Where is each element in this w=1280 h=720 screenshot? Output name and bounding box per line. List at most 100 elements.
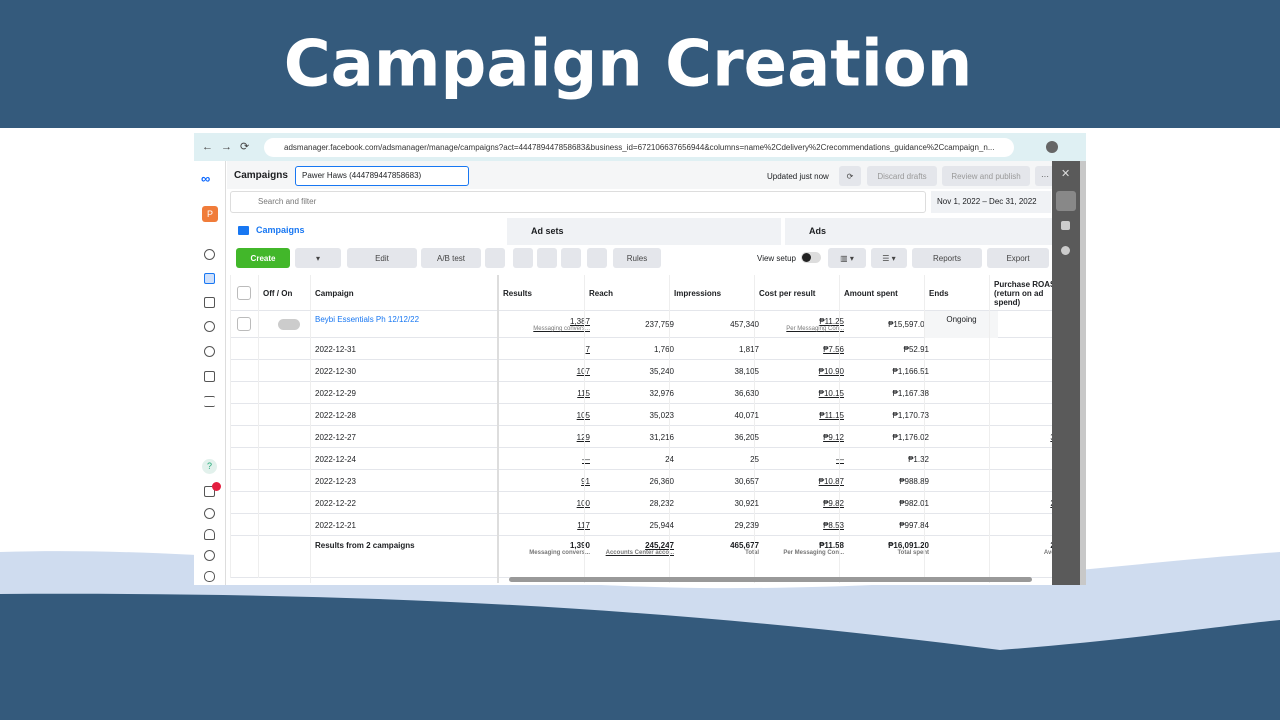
tool-button[interactable]: [561, 248, 581, 268]
cell-text: Ends: [929, 288, 949, 298]
address-bar[interactable]: adsmanager.facebook.com/adsmanager/manag…: [264, 138, 1014, 157]
close-button[interactable]: ✕: [1061, 168, 1071, 180]
tab[interactable]: Campaigns: [230, 218, 503, 245]
date-cell: 2022-12-23: [310, 470, 506, 492]
cell-text: Amount spent: [844, 288, 898, 298]
cell-text: ₱1.32: [908, 454, 929, 464]
account-avatar[interactable]: P: [202, 206, 218, 222]
view-setup-toggle[interactable]: [801, 252, 821, 263]
checkbox[interactable]: [237, 286, 251, 300]
publish-button[interactable]: Review and publish: [942, 166, 1030, 186]
nav-icon[interactable]: [204, 396, 215, 407]
table-cell: 1,817: [669, 338, 763, 360]
breakdown-button[interactable]: ☰ ▾: [871, 248, 907, 268]
nav-icon[interactable]: [204, 346, 215, 357]
date-cell: 2022-12-21: [310, 514, 506, 536]
nav-icon[interactable]: [204, 371, 215, 382]
ab-test-button[interactable]: A/B test: [421, 248, 481, 268]
tab[interactable]: Ads: [785, 218, 1052, 245]
tool-button[interactable]: [485, 248, 505, 268]
nav-buttons[interactable]: ←→⟳: [202, 141, 258, 153]
cell-text: Beybi Essentials Ph 12/12/22: [315, 315, 420, 324]
screenshot: ←→⟳ adsmanager.facebook.com/adsmanager/m…: [194, 133, 1086, 585]
duplicate-button[interactable]: ▾: [295, 248, 341, 268]
top-bar: Campaigns Pawer Haws (444789447858683) U…: [227, 161, 1055, 189]
edit-button[interactable]: Edit: [347, 248, 417, 268]
cell-note: Total spent: [897, 550, 929, 556]
cell-text: 30,657: [734, 476, 759, 486]
nav-icon[interactable]: [204, 321, 215, 332]
toggle[interactable]: [278, 319, 300, 330]
cell-note: Per Messaging Con...: [786, 326, 844, 332]
help-icon[interactable]: ?: [202, 459, 217, 474]
nav-icon[interactable]: [204, 571, 215, 582]
more-button[interactable]: ···: [1035, 166, 1055, 186]
panel-button[interactable]: [1056, 191, 1076, 211]
table-cell: [258, 426, 319, 448]
panel-button[interactable]: [1061, 221, 1070, 230]
cell-text: Purchase ROAS (return on ad spend): [994, 279, 1056, 307]
table-cell: [924, 536, 998, 578]
tool-button[interactable]: [587, 248, 607, 268]
date-row: 2022-12-28 105 35,023 40,071 ₱11.15 ₱1,170.73…: [230, 404, 1057, 426]
rules-button[interactable]: Rules: [613, 248, 661, 268]
nav-icon[interactable]: [204, 486, 215, 497]
date-row: 2022-12-24—24 25— ₱1.32: [230, 448, 1052, 470]
account-selector[interactable]: Pawer Haws (444789447858683): [295, 166, 469, 186]
create-button[interactable]: Create: [236, 248, 290, 268]
table-cell: 4: [989, 360, 1061, 382]
cell-text: ₱9.12: [823, 432, 844, 442]
campaign-table: Off / On Campaign Results Reach Impressions C…: [230, 275, 1057, 585]
nav-icon[interactable]: [204, 249, 215, 260]
tool-button[interactable]: [537, 248, 557, 268]
table-cell: 3.: [989, 426, 1061, 448]
tool-button[interactable]: [513, 248, 533, 268]
tab-icon: [238, 226, 249, 235]
nav-icon[interactable]: [204, 550, 215, 561]
table-cell: 30,657: [669, 470, 763, 492]
table-cell: 2.Aver: [989, 536, 1061, 583]
table-cell: 7: [497, 338, 594, 360]
table-cell: 129: [497, 426, 594, 448]
search-field[interactable]: Search and filter: [230, 191, 926, 213]
nav-icon[interactable]: [204, 508, 215, 519]
cell-text: —: [582, 454, 590, 464]
date-range[interactable]: Nov 1, 2022 – Dec 31, 2022: [931, 191, 1051, 213]
table-cell: 31,216: [584, 426, 678, 448]
table-cell: 35,023: [584, 404, 678, 426]
reports-button[interactable]: Reports: [912, 248, 982, 268]
export-button[interactable]: Export: [987, 248, 1049, 268]
table-cell: [258, 514, 319, 536]
nav-icon[interactable]: [204, 297, 215, 308]
table-cell: [230, 514, 267, 536]
cell-text: ₱11.25: [819, 317, 844, 326]
nav-icon[interactable]: [204, 273, 215, 284]
cell-text: ₱15,597.07: [888, 320, 929, 329]
cell-note: Messaging convers...: [533, 326, 590, 332]
checkbox[interactable]: [237, 317, 251, 331]
cell-text: 1,760: [653, 344, 674, 354]
columns-button[interactable]: ▥ ▾: [828, 248, 866, 268]
cell-note: Aver: [1043, 550, 1057, 556]
table-cell: 28,232: [584, 492, 678, 514]
table-cell: 25,944: [584, 514, 678, 536]
cell-text: 32,976: [649, 388, 674, 398]
refresh-button[interactable]: ⟳: [839, 166, 861, 186]
cell-text: 115: [577, 388, 590, 398]
cell-text: ₱10.15: [818, 388, 844, 398]
panel-button[interactable]: [1061, 246, 1070, 255]
toggle-knob: [802, 253, 811, 262]
horizontal-scrollbar[interactable]: [509, 577, 1032, 582]
date-row: 2022-12-29 115 32,976 36,630 ₱10.15 ₱1,167.38…: [230, 382, 1057, 404]
vertical-scrollbar[interactable]: [1080, 161, 1086, 585]
tab[interactable]: Ad sets: [507, 218, 781, 245]
discard-button[interactable]: Discard drafts: [867, 166, 937, 186]
table-cell: ₱8.53: [754, 514, 848, 536]
cell-note: Messaging convers...: [529, 550, 590, 556]
table-cell: [258, 338, 319, 360]
table-cell: 35,240: [584, 360, 678, 382]
nav-icon[interactable]: [204, 529, 215, 540]
campaign-row: Beybi Essentials Ph 12/12/22 1,387 Messagi…: [230, 311, 1057, 342]
profile-icon[interactable]: [1046, 141, 1058, 153]
